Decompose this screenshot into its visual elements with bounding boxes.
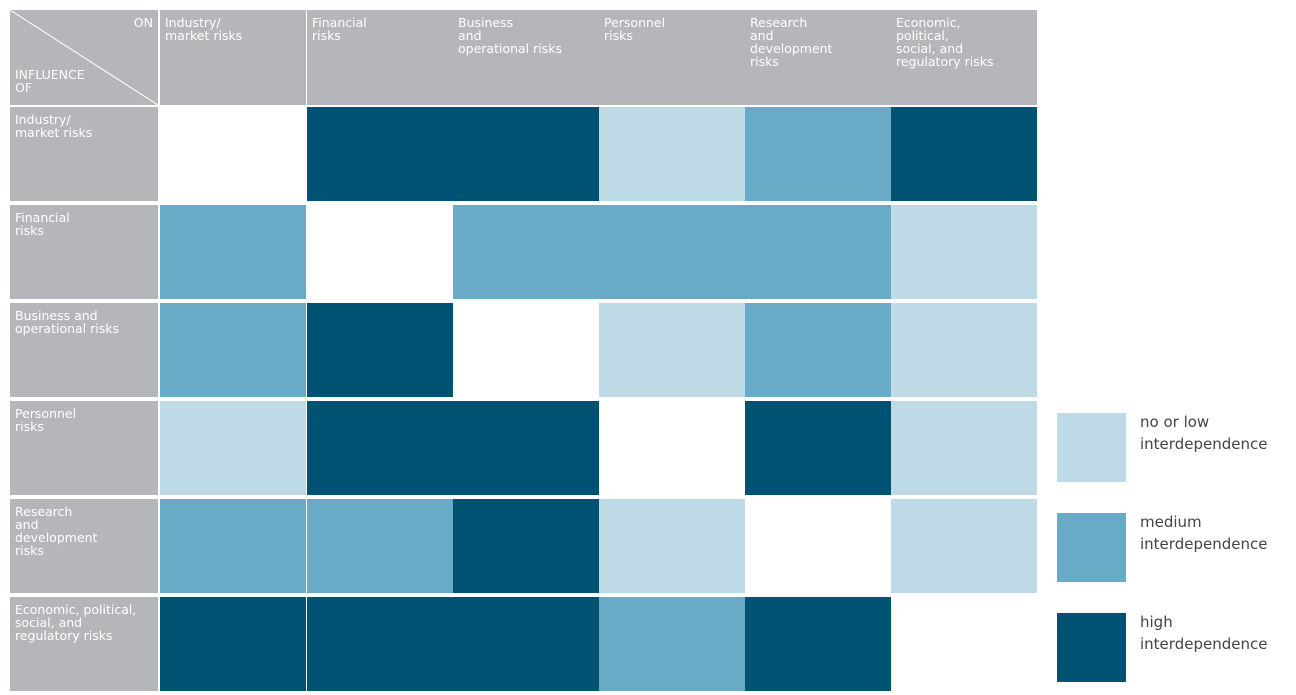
- legend-label-line: interdependence: [1140, 435, 1268, 453]
- matrix-cell: [745, 401, 891, 495]
- row-header-line: regulatory risks: [15, 628, 113, 643]
- matrix-cell: [891, 107, 1037, 201]
- column-header: Industry/market risks: [160, 10, 306, 105]
- legend-label-line: medium: [1140, 513, 1202, 531]
- legend-label: high interdependence: [1140, 611, 1267, 655]
- legend-label-line: no or low: [1140, 413, 1210, 431]
- legend-label: medium interdependence: [1140, 511, 1267, 555]
- corner-divider: [10, 10, 158, 105]
- column-header-line: and: [750, 28, 774, 43]
- column-header-line: market risks: [165, 28, 243, 43]
- column-header-line: Economic,: [896, 15, 961, 30]
- row-title-line: OF: [15, 80, 33, 95]
- legend-label-line: interdependence: [1140, 535, 1268, 553]
- matrix-cell: [453, 499, 599, 593]
- row-header-line: risks: [15, 419, 44, 434]
- row-header-line: risks: [15, 223, 44, 238]
- column-header-line: regulatory risks: [896, 54, 994, 69]
- row-header-line: development: [15, 530, 98, 545]
- column-header-line: and: [458, 28, 482, 43]
- legend-swatch: [1057, 413, 1126, 482]
- matrix-cell: [307, 107, 453, 201]
- row-header-line: social, and: [15, 615, 83, 630]
- legend-label-line: interdependence: [1140, 635, 1268, 653]
- column-title: ON: [133, 15, 153, 30]
- matrix-cell: [745, 205, 891, 299]
- matrix-cell: [307, 499, 453, 593]
- row-header-line: market risks: [15, 125, 93, 140]
- matrix-cell: [745, 597, 891, 691]
- column-header: Economic, political, social, and regulatory…: [891, 10, 1037, 105]
- matrix-cell: [160, 303, 306, 397]
- legend-swatch: [1057, 613, 1126, 682]
- row-title-line: INFLUENCE: [15, 67, 85, 82]
- matrix-cell: [599, 107, 745, 201]
- column-header-line: development: [750, 41, 833, 56]
- row-header-line: Financial: [15, 210, 70, 225]
- matrix-cell: [160, 401, 306, 495]
- row-header: Economic, political, social, and regulator…: [10, 597, 158, 691]
- column-header-line: Research: [750, 15, 808, 30]
- matrix-cell: [160, 499, 306, 593]
- column-header-line: risks: [312, 28, 341, 43]
- matrix-cell: [453, 107, 599, 201]
- row-header-line: Industry/: [15, 112, 71, 127]
- column-header-line: risks: [604, 28, 633, 43]
- column-header-line: Financial: [312, 15, 367, 30]
- legend-swatch: [1057, 513, 1126, 582]
- row-header-line: and: [15, 517, 39, 532]
- matrix-cell: [745, 303, 891, 397]
- column-header-line: Industry/: [165, 15, 221, 30]
- matrix-cell: [599, 303, 745, 397]
- column-header: Business and operational risks: [453, 10, 599, 105]
- column-header-line: social, and: [896, 41, 964, 56]
- column-header: Research and development risks: [745, 10, 891, 105]
- matrix-cell: [599, 499, 745, 593]
- column-header-line: political,: [896, 28, 949, 43]
- matrix-cell: [745, 107, 891, 201]
- matrix-cell: [891, 303, 1037, 397]
- row-header: Personnel risks: [10, 401, 158, 495]
- matrix-cell: [891, 205, 1037, 299]
- row-header-line: risks: [15, 543, 44, 558]
- matrix-cell: [307, 401, 453, 495]
- matrix-cell: [160, 205, 306, 299]
- matrix-cell: [307, 303, 453, 397]
- row-header: Research and development risks: [10, 499, 158, 593]
- column-header-line: risks: [750, 54, 779, 69]
- corner-cell: ON INFLUENCE OF: [10, 10, 158, 105]
- row-header-line: Economic, political,: [15, 602, 137, 617]
- matrix-cell: [453, 205, 599, 299]
- row-header: Financial risks: [10, 205, 158, 299]
- matrix-cell: [891, 401, 1037, 495]
- row-header-line: operational risks: [15, 321, 119, 336]
- matrix-cell: [160, 597, 306, 691]
- row-header: Business and operational risks: [10, 303, 158, 397]
- column-header-line: Personnel: [604, 15, 666, 30]
- row-header-line: Research: [15, 504, 73, 519]
- matrix-cell: [453, 597, 599, 691]
- row-header-line: Business and: [15, 308, 98, 323]
- row-header-line: Personnel: [15, 406, 77, 421]
- matrix-cell: [453, 401, 599, 495]
- matrix-cell: [307, 597, 453, 691]
- legend-label: no or low interdependence: [1140, 411, 1267, 455]
- column-header: Personnel risks: [599, 10, 745, 105]
- column-header-line: operational risks: [458, 41, 562, 56]
- matrix-cell: [599, 205, 745, 299]
- column-header-line: Business: [458, 15, 514, 30]
- matrix-cell: [599, 597, 745, 691]
- matrix-cell: [891, 499, 1037, 593]
- row-header: Industry/market risks: [10, 107, 158, 201]
- row-title: INFLUENCE OF: [15, 68, 85, 94]
- column-header: Financial risks: [307, 10, 453, 105]
- legend-label-line: high: [1140, 613, 1173, 631]
